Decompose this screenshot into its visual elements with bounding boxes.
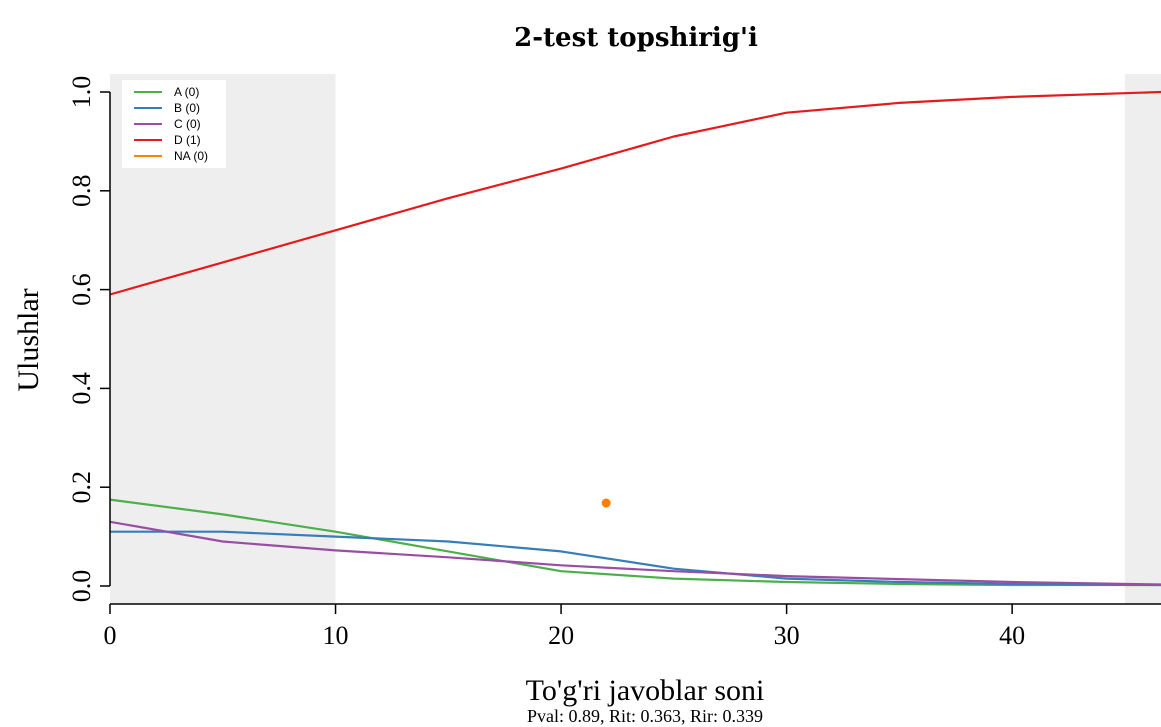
shaded-region-1 bbox=[1125, 74, 1161, 604]
x-tick-label: 20 bbox=[548, 621, 574, 650]
chart-title: 2-test topshirig'i bbox=[514, 23, 758, 53]
x-tick-label: 10 bbox=[323, 621, 349, 650]
y-tick-label: 0.0 bbox=[67, 570, 96, 603]
x-tick-label: 0 bbox=[104, 621, 117, 650]
x-tick-label: 30 bbox=[774, 621, 800, 650]
y-axis-label: Ulushlar bbox=[12, 288, 45, 391]
shaded-regions bbox=[110, 74, 1161, 604]
y-tick-label: 0.2 bbox=[67, 471, 96, 504]
legend-label: B (0) bbox=[174, 101, 200, 115]
legend-label: NA (0) bbox=[174, 149, 208, 163]
series-point-na bbox=[602, 499, 611, 508]
y-tick-label: 0.8 bbox=[67, 175, 96, 208]
stats-subtitle: Pval: 0.89, Rit: 0.363, Rir: 0.339 bbox=[527, 706, 763, 726]
y-tick-label: 1.0 bbox=[67, 76, 96, 109]
x-axis-label: To'g'ri javoblar soni bbox=[526, 674, 765, 707]
legend-label: A (0) bbox=[174, 85, 199, 99]
y-tick-label: 0.6 bbox=[67, 273, 96, 306]
x-tick-label: 40 bbox=[999, 621, 1025, 650]
y-tick-label: 0.4 bbox=[67, 372, 96, 405]
legend-label: C (0) bbox=[174, 117, 201, 131]
legend: A (0) B (0) C (0) D (1) NA (0) bbox=[122, 80, 226, 168]
legend-label: D (1) bbox=[174, 133, 201, 147]
